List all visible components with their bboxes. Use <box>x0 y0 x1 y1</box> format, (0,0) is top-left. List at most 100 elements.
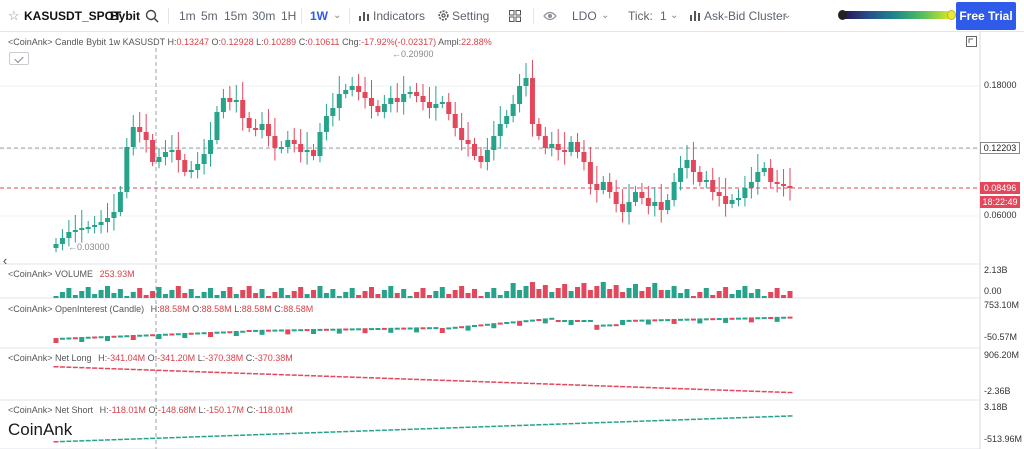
exchange-name[interactable]: Bybit <box>110 9 140 23</box>
tick-value[interactable]: 1 <box>660 9 667 23</box>
candle-body <box>265 124 271 136</box>
net-long-pane-label: <CoinAnk> Net Long <box>8 353 92 363</box>
eye-icon[interactable] <box>543 10 557 22</box>
net-short-candle <box>407 428 413 431</box>
oi-candle <box>587 320 593 322</box>
net-long-candle <box>381 377 387 380</box>
net-short-c-key: C: <box>246 405 256 415</box>
chart-canvas[interactable] <box>0 32 1024 449</box>
oi-candle <box>143 334 149 337</box>
oi-candle <box>665 319 671 322</box>
candle-body <box>787 186 793 188</box>
timeframe-15m[interactable]: 15m <box>224 9 248 23</box>
net-long-candle <box>703 388 709 391</box>
net-short-candle <box>227 434 233 437</box>
volume-bar <box>542 285 548 298</box>
net-long-candle <box>568 384 574 386</box>
chevron-down-icon[interactable]: ⌄ <box>601 10 610 21</box>
net-long-candle <box>484 381 490 383</box>
net-long-candle <box>188 370 194 373</box>
net-long-candle <box>439 379 445 382</box>
timeframe-1w[interactable]: 1W <box>310 9 328 23</box>
timeframe-1m[interactable]: 1m <box>179 9 196 23</box>
volume-bar <box>92 294 98 298</box>
mode-selector[interactable]: LDO <box>572 9 597 23</box>
net-short-candle <box>85 439 91 442</box>
candle-body <box>111 212 117 218</box>
search-icon[interactable] <box>145 9 159 23</box>
setting-button[interactable]: Setting <box>452 9 490 23</box>
symbol-name[interactable]: KASUSDT_SPOT <box>24 9 122 23</box>
net-short-candle <box>298 432 304 434</box>
volume-bar <box>781 295 787 298</box>
timeframe-1h[interactable]: 1H <box>281 9 297 23</box>
net-short-candle <box>182 436 188 438</box>
bar-chart-icon[interactable] <box>689 10 701 22</box>
indicators-button[interactable]: Indicators <box>373 9 426 23</box>
net-long-candle <box>529 382 535 385</box>
settings-square-icon[interactable] <box>9 52 29 65</box>
oi-candle <box>626 319 632 322</box>
volume-bar <box>330 289 336 298</box>
gear-icon[interactable] <box>437 9 450 22</box>
net-short-candle <box>781 415 787 417</box>
volume-bar <box>414 292 420 298</box>
oi-candle <box>452 326 458 329</box>
oi-candle <box>735 317 741 320</box>
oi-candle <box>368 328 374 331</box>
chevron-down-icon[interactable]: ⌄ <box>670 10 679 21</box>
oi-candle <box>330 328 336 331</box>
free-trial-button[interactable]: Free Trial <box>956 2 1016 30</box>
oi-candle <box>137 334 143 337</box>
chevron-down-icon[interactable]: ⌄ <box>333 10 342 21</box>
net-short-candle <box>137 438 143 440</box>
candle-body <box>240 100 246 118</box>
grid-icon[interactable] <box>509 10 521 22</box>
volume-bar <box>697 292 703 298</box>
chevron-left-icon[interactable]: ‹ <box>2 253 8 268</box>
net-short-candle <box>723 417 729 419</box>
oi-candle <box>150 334 156 337</box>
candle-body <box>259 124 265 130</box>
net-short-pane-label: <CoinAnk> Net Short <box>8 405 94 415</box>
oi-candle <box>246 330 252 332</box>
oi-candle <box>562 320 568 322</box>
oi-candle <box>439 328 445 333</box>
heatmap-color-slider[interactable] <box>840 11 952 19</box>
volume-bar <box>111 293 117 298</box>
candle-body <box>426 102 432 108</box>
net-short-candle <box>278 433 284 435</box>
net-long-h-key: H: <box>98 353 108 363</box>
net-short-candle <box>233 434 239 437</box>
oi-candle <box>394 327 400 330</box>
candle-body <box>472 144 478 156</box>
candle-body <box>542 136 548 148</box>
slider-handle-left[interactable] <box>838 10 847 20</box>
net-short-candle <box>484 425 490 428</box>
net-long-candle <box>620 385 626 388</box>
net-long-l-key: L: <box>197 353 206 363</box>
net-long-candle <box>755 390 761 393</box>
net-short-candle <box>742 416 748 419</box>
timeframe-30m[interactable]: 30m <box>252 9 276 23</box>
oi-candle <box>304 329 310 332</box>
timeframe-5m[interactable]: 5m <box>201 9 218 23</box>
net-long-candle <box>575 384 581 386</box>
candle-body <box>555 144 561 150</box>
bar-chart-icon[interactable] <box>358 10 370 22</box>
volume-bar <box>214 295 220 298</box>
star-icon[interactable]: ☆ <box>8 8 20 23</box>
net-short-candle <box>330 431 336 433</box>
slider-handle-right[interactable] <box>947 10 956 20</box>
candle-body <box>510 104 516 116</box>
oi-candle <box>639 319 645 322</box>
net-long-candle <box>220 371 226 374</box>
cluster-selector[interactable]: Ask-Bid Cluster <box>704 9 787 23</box>
volume-bar <box>53 296 59 298</box>
chart-area[interactable]: <CoinAnk> Candle Bybit 1w KASUSDT H:0.13… <box>0 32 1024 449</box>
net-long-candle <box>79 366 85 369</box>
fullscreen-icon[interactable] <box>966 36 977 47</box>
chevron-down-icon[interactable]: ⌄ <box>783 10 792 21</box>
net-short-candle <box>620 421 626 423</box>
net-long-candle <box>613 385 619 388</box>
